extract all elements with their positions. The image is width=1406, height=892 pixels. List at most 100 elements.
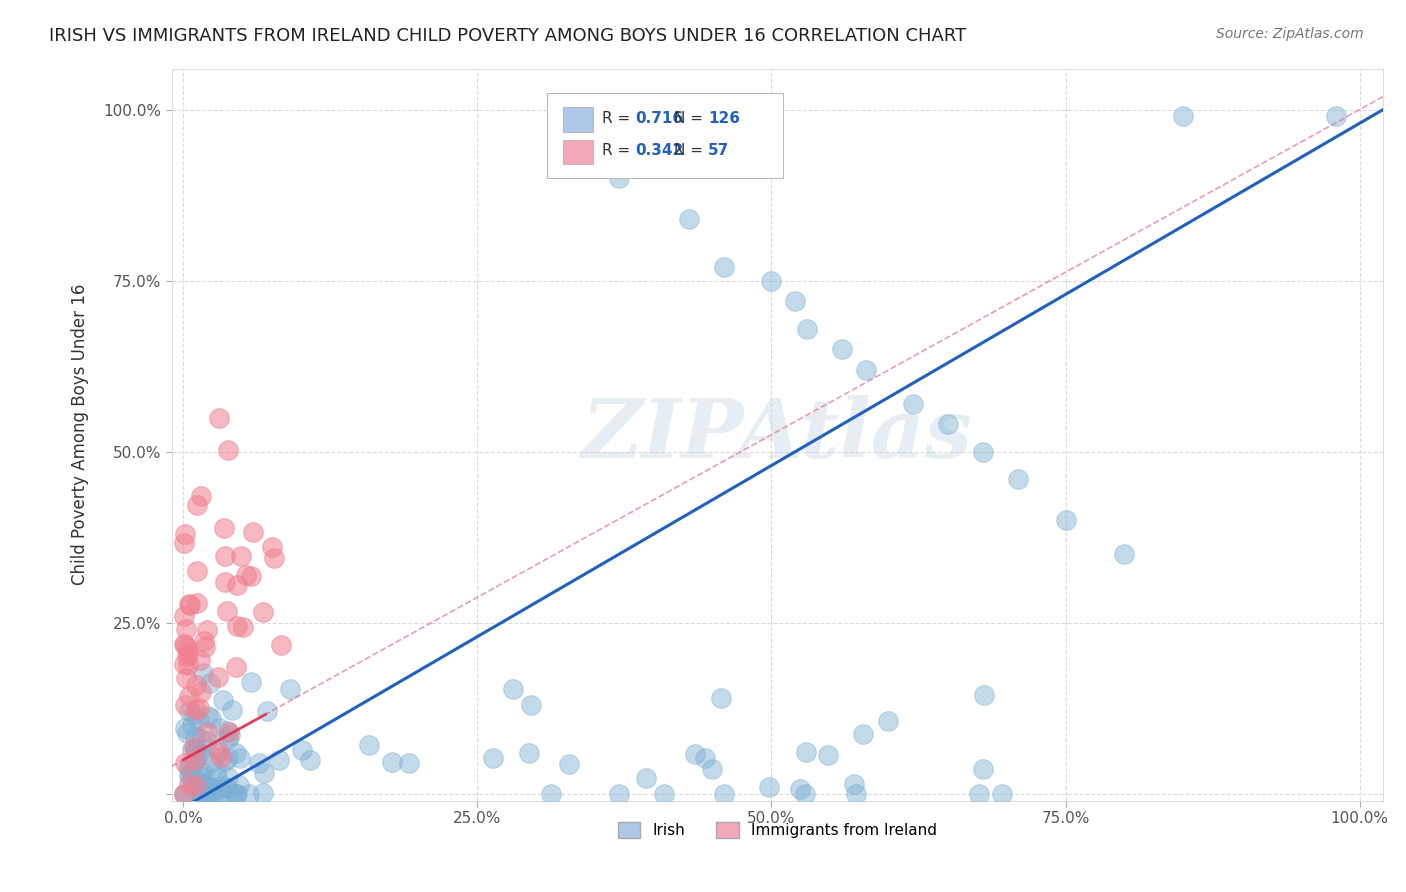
Point — [207, 745, 229, 759]
Point — [238, 787, 260, 801]
Point — [191, 766, 214, 780]
Point — [197, 623, 219, 637]
Legend: Irish, Immigrants from Ireland: Irish, Immigrants from Ireland — [612, 816, 943, 845]
Point — [173, 787, 195, 801]
Point — [181, 770, 204, 784]
Point — [198, 780, 221, 795]
Point — [218, 787, 240, 801]
Point — [221, 703, 243, 717]
Point — [177, 762, 200, 776]
Point — [967, 787, 990, 801]
Point — [794, 746, 817, 760]
Point — [225, 619, 247, 633]
Point — [202, 787, 225, 801]
Point — [179, 770, 201, 784]
Text: N =: N = — [675, 111, 709, 126]
Point — [901, 397, 924, 411]
Point — [1324, 110, 1347, 124]
FancyBboxPatch shape — [547, 94, 783, 178]
Point — [218, 728, 240, 742]
Point — [176, 725, 198, 739]
Point — [193, 666, 215, 681]
Point — [1173, 110, 1195, 124]
Point — [214, 574, 236, 589]
Point — [973, 688, 995, 702]
Point — [235, 567, 257, 582]
Point — [398, 756, 420, 770]
Point — [710, 690, 733, 705]
Point — [190, 732, 212, 747]
Point — [208, 410, 231, 425]
Point — [183, 707, 205, 722]
Point — [217, 723, 239, 738]
Point — [177, 597, 200, 611]
Point — [179, 758, 201, 772]
Point — [222, 787, 245, 801]
Point — [845, 787, 868, 801]
Text: Source: ZipAtlas.com: Source: ZipAtlas.com — [1216, 27, 1364, 41]
Point — [252, 605, 274, 619]
Point — [557, 757, 579, 772]
Point — [636, 771, 658, 785]
Point — [228, 778, 250, 792]
Point — [794, 787, 817, 801]
Point — [184, 778, 207, 792]
Point — [183, 755, 205, 769]
Point — [207, 780, 229, 794]
Point — [225, 787, 247, 801]
Point — [991, 787, 1014, 801]
Point — [197, 725, 219, 739]
Point — [179, 777, 201, 791]
Point — [482, 751, 505, 765]
Point — [256, 704, 278, 718]
Point — [217, 442, 239, 457]
Point — [173, 787, 195, 801]
Point — [817, 747, 839, 762]
Point — [229, 549, 252, 563]
Point — [520, 698, 543, 712]
Point — [214, 754, 236, 768]
Point — [789, 782, 811, 797]
Point — [174, 756, 197, 770]
Point — [758, 780, 780, 794]
Point — [190, 685, 212, 699]
Point — [181, 718, 204, 732]
Point — [190, 653, 212, 667]
Point — [186, 499, 208, 513]
Point — [713, 787, 735, 801]
Point — [217, 732, 239, 747]
Point — [209, 750, 232, 764]
Point — [193, 787, 215, 801]
Point — [207, 770, 229, 784]
Point — [188, 700, 211, 714]
Text: 126: 126 — [709, 111, 741, 126]
Y-axis label: Child Poverty Among Boys Under 16: Child Poverty Among Boys Under 16 — [72, 284, 89, 585]
Point — [502, 681, 524, 696]
Point — [540, 787, 562, 801]
Point — [252, 786, 274, 800]
Point — [260, 541, 283, 555]
Point — [225, 660, 247, 674]
Point — [229, 750, 252, 764]
Point — [654, 787, 676, 801]
Point — [252, 766, 274, 780]
Point — [183, 780, 205, 795]
Point — [174, 698, 197, 713]
Point — [761, 274, 783, 288]
Point — [177, 658, 200, 673]
Point — [188, 778, 211, 792]
Point — [1054, 513, 1077, 527]
Point — [193, 781, 215, 796]
Point — [181, 743, 204, 757]
Point — [173, 536, 195, 550]
Point — [231, 620, 253, 634]
Bar — [562, 107, 593, 131]
Point — [212, 521, 235, 535]
Point — [217, 780, 239, 795]
Point — [193, 779, 215, 793]
Point — [713, 260, 735, 274]
Point — [194, 640, 217, 655]
Point — [177, 704, 200, 718]
Point — [1114, 548, 1136, 562]
Point — [972, 762, 994, 776]
